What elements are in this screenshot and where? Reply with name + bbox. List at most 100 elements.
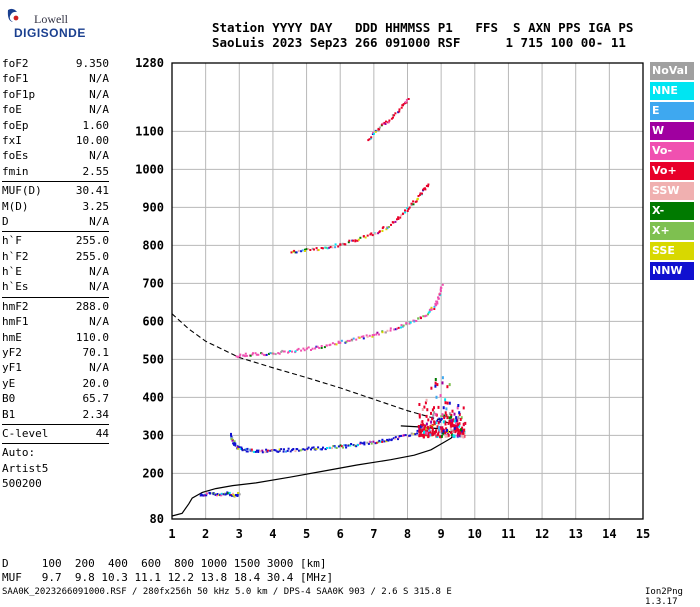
echo-point (337, 445, 340, 448)
legend-entry-nnw: NNW (650, 262, 694, 280)
echo-point (386, 438, 389, 441)
spread-f-point (433, 420, 436, 424)
echo-point (359, 441, 362, 444)
echo-point (290, 251, 293, 254)
legend-entry-sse: SSE (650, 242, 694, 260)
spread-f-point (455, 418, 458, 422)
spread-f-point (427, 418, 430, 422)
echo-point (409, 321, 412, 324)
echo-point (232, 492, 234, 495)
echo-point (435, 303, 438, 306)
echo-point (424, 188, 427, 191)
echo-point (335, 447, 338, 449)
spread-f-point (448, 412, 451, 416)
echo-point (234, 442, 237, 445)
spread-f-point (436, 435, 439, 438)
echo-point (230, 438, 233, 441)
spread-f-point (447, 421, 450, 425)
echo-point (385, 440, 388, 443)
echo-point (381, 438, 384, 441)
echo-point (216, 493, 219, 495)
spread-f-point (446, 428, 448, 432)
spread-f-point (440, 434, 443, 438)
header-line2: SaoLuis 2023 Sep23 266 091000 RSF 1 715 … (212, 35, 626, 50)
echo-point (218, 494, 221, 496)
x-tick-label: 7 (370, 527, 377, 541)
param-value: N/A (89, 315, 109, 329)
echo-point (215, 494, 218, 497)
param-value: N/A (89, 265, 109, 279)
echo-point (347, 241, 350, 244)
echo-point (251, 353, 254, 356)
echo-point (375, 333, 378, 336)
echo-point (388, 119, 391, 122)
spread-f-point (436, 425, 439, 429)
echo-point (236, 495, 239, 497)
echo-point (435, 422, 438, 425)
echo-point (236, 493, 239, 496)
echo-point (443, 414, 446, 417)
distance-row: D 100 200 400 600 800 1000 1500 3000 [km… (2, 557, 327, 570)
echo-point (315, 345, 318, 348)
echo-point (388, 438, 391, 441)
echo-point (353, 444, 356, 447)
echo-point (316, 345, 319, 348)
param-name: h`F (2, 234, 22, 248)
x-tick-label: 10 (468, 527, 482, 541)
echo-point (278, 449, 281, 452)
echo-point (305, 347, 308, 350)
echo-point (404, 211, 407, 214)
echo-point (291, 449, 294, 452)
echo-point (345, 446, 348, 449)
spread-f-point (459, 428, 462, 432)
echo-point (356, 444, 359, 447)
echo-point (390, 223, 392, 226)
echo-point (231, 494, 233, 497)
spread-f-point (451, 433, 454, 437)
echo-point (386, 227, 389, 230)
spread-f-point (455, 426, 458, 430)
echo-point (298, 449, 300, 452)
echo-point (303, 349, 306, 352)
spread-f-point (424, 401, 427, 405)
echo-point (331, 447, 333, 450)
param-value: 30.41 (75, 184, 109, 198)
echo-point (315, 247, 318, 250)
echo-point (413, 320, 416, 323)
spread-f-point (441, 376, 444, 380)
echo-point (220, 494, 223, 497)
echo-point (305, 248, 308, 251)
echo-point (382, 122, 385, 125)
spread-f-point (456, 428, 459, 431)
spread-f-point (421, 429, 424, 433)
autoscaling-line3: 500200 (2, 477, 42, 491)
echo-point (358, 336, 361, 339)
spread-f-point (439, 435, 442, 439)
param-value: 10.00 (75, 133, 109, 147)
echo-point (430, 308, 433, 311)
echo-point (346, 339, 349, 342)
spread-f-point (426, 426, 429, 429)
header-line1: Station YYYY DAY DDD HHMMSS P1 FFS S AXN… (212, 20, 634, 35)
echo-point (383, 440, 386, 443)
echo-point (228, 491, 231, 494)
param-value: 110.0 (75, 330, 109, 344)
echo-point (371, 133, 374, 135)
spread-f-point (453, 429, 456, 433)
echo-point (329, 447, 332, 449)
spread-f-point (427, 431, 430, 435)
echo-point (419, 316, 422, 318)
echo-point (377, 441, 380, 444)
param-name: fxI (2, 133, 22, 147)
echo-point (227, 492, 230, 495)
echo-point (392, 437, 395, 440)
echo-point (214, 493, 217, 496)
spread-f-point (455, 416, 458, 420)
param-name: yE (2, 376, 16, 390)
echo-point (294, 450, 297, 453)
echo-point (394, 328, 397, 331)
param-row: h`Es N/A (2, 279, 109, 294)
legend-entry-w: W (650, 122, 694, 140)
echo-point (325, 344, 328, 347)
echo-point (314, 347, 317, 350)
